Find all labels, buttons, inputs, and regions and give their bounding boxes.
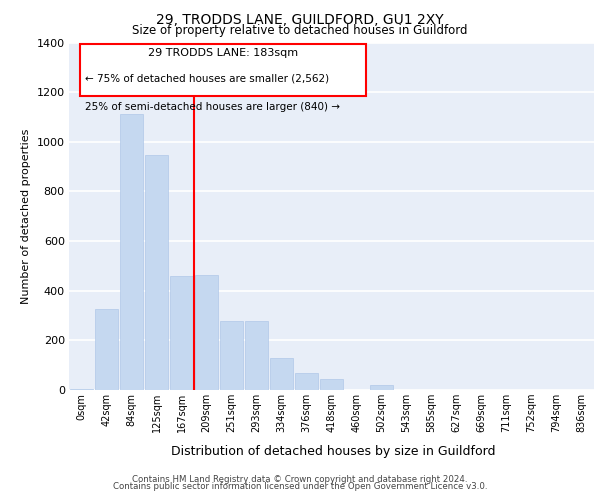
Text: 25% of semi-detached houses are larger (840) →: 25% of semi-detached houses are larger (… <box>85 102 340 112</box>
Bar <box>295 372 318 390</box>
Bar <box>370 385 393 390</box>
Text: 29, TRODDS LANE, GUILDFORD, GU1 2XY: 29, TRODDS LANE, GUILDFORD, GU1 2XY <box>156 12 444 26</box>
Bar <box>195 274 218 390</box>
Bar <box>170 276 193 390</box>
Bar <box>145 156 168 390</box>
FancyBboxPatch shape <box>79 44 365 96</box>
Bar <box>120 114 143 390</box>
Bar <box>70 389 93 390</box>
Text: Contains HM Land Registry data © Crown copyright and database right 2024.: Contains HM Land Registry data © Crown c… <box>132 475 468 484</box>
Bar <box>320 379 343 390</box>
Text: Contains public sector information licensed under the Open Government Licence v3: Contains public sector information licen… <box>113 482 487 491</box>
Y-axis label: Number of detached properties: Number of detached properties <box>21 128 31 304</box>
Bar <box>270 358 293 390</box>
Bar <box>220 320 243 390</box>
Bar <box>95 310 118 390</box>
Text: ← 75% of detached houses are smaller (2,562): ← 75% of detached houses are smaller (2,… <box>85 74 329 84</box>
Text: 29 TRODDS LANE: 183sqm: 29 TRODDS LANE: 183sqm <box>148 48 298 58</box>
Text: Distribution of detached houses by size in Guildford: Distribution of detached houses by size … <box>171 444 495 458</box>
Bar <box>245 320 268 390</box>
Text: Size of property relative to detached houses in Guildford: Size of property relative to detached ho… <box>132 24 468 37</box>
